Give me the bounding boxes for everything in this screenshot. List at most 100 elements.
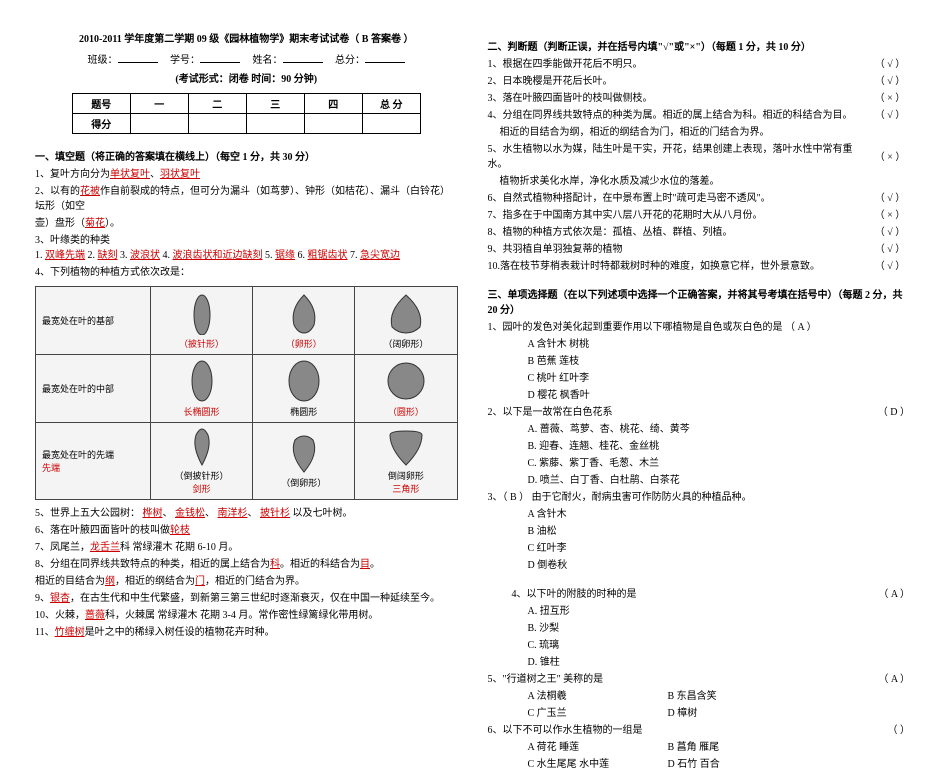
cell: 二 xyxy=(188,94,246,114)
judge-mark: （ √ ） xyxy=(870,74,910,89)
leaf-cell: （倒披针形） 剑形 xyxy=(150,423,252,500)
opt: B 油松 xyxy=(528,524,911,539)
judge-text: 8、植物的种植方式依次是：孤植、丛植、群植、列植。 xyxy=(488,225,733,240)
ellipse-icon xyxy=(287,359,321,403)
table-row: 题号 一 二 三 四 总 分 xyxy=(72,94,420,114)
leaf-label: （倒披针形） xyxy=(175,471,229,481)
mc-q2-opts: A. 蔷薇、茑萝、杏、桃花、绮、黄芩 B. 迎春、连翘、桂花、金丝桃 C. 紫藤… xyxy=(528,422,911,488)
q4: 4、下列植物的种植方式依次改是： xyxy=(35,265,458,280)
mc-q1-opts: A 含针木 树桃 B 芭蕉 莲枝 C 桃叶 红叶李 D 樱花 枫香叶 xyxy=(528,337,911,403)
score-table: 题号 一 二 三 四 总 分 得分 xyxy=(72,93,421,134)
answer: 锯缘 xyxy=(275,250,295,261)
mc-q5-opts: A 法桐羲B 东昌含笑 C 广玉兰D 樟树 xyxy=(528,689,911,721)
answer: 龙舌兰 xyxy=(90,542,120,553)
mc-q2: 2、以下是一故常在白色花系（ D ） xyxy=(488,405,911,420)
obovate-icon xyxy=(287,434,321,474)
judge-item: 2、日本晚樱是开花后长叶。（ √ ） xyxy=(488,74,911,89)
opt: A. 扭互形 xyxy=(528,604,911,619)
mc-q6-opts: A 荷花 睡莲B 菖角 雁尾 C 水生尾尾 水中莲D 石竹 百合 xyxy=(528,740,911,772)
answer: 双峰先端 xyxy=(45,250,85,261)
student-info-line: 班级： 学号： 姓名： 总分： xyxy=(35,51,458,66)
answer: 波浪状 xyxy=(130,250,160,261)
judge-item: 4、分组在同界线共致特点的种类为属。相近的属上结合为科。相近的科结合为目。（ √… xyxy=(488,108,911,123)
table-row: 得分 xyxy=(72,114,420,134)
row-label: 最宽处在叶的先端 先端 xyxy=(36,423,151,500)
opt: B 芭蕉 莲枝 xyxy=(528,354,911,369)
judge-item: 5、水生植物以水为媒，陆生叶是干实，开花，结果创建上表现，落叶水性中常有重水。（… xyxy=(488,142,911,172)
judge-mark: （ × ） xyxy=(870,208,910,223)
cell xyxy=(362,114,420,134)
judge-item: 10.落在枝节芽梢表栽计时特都栽树时种的难度，如换意它样，世外景意致。（ √ ） xyxy=(488,259,911,274)
exam-meta: (考试形式：闭卷 时间：90 分钟) xyxy=(35,70,458,85)
mc-q4-opts: A. 扭互形 B. 沙梨 C. 琉璃 D. 锥柱 xyxy=(528,604,911,670)
judge-text: 3、落在叶腋四面皆叶的枝叫做侧枝。 xyxy=(488,91,653,106)
judge-mark: （ √ ） xyxy=(870,225,910,240)
answer: 花被 xyxy=(80,186,100,197)
judge-text: 7、指多在于中国南方其中实八层八开花的花期时大从八月份。 xyxy=(488,208,763,223)
answer: 轮枝 xyxy=(170,525,190,536)
judge-mark: （ × ） xyxy=(870,91,910,106)
answer: 菊花 xyxy=(85,218,105,229)
answer: 羽状复叶 xyxy=(160,169,200,180)
answer: 粗锯齿状 xyxy=(308,250,348,261)
mc-q1: 1、园叶的发色对美化起到重要作用以下哪植物是自色或灰白色的是 （ A ） xyxy=(488,320,911,335)
leaf-cell: （阔卵形） xyxy=(355,287,457,355)
egg-leaf-icon xyxy=(286,291,322,335)
name-label: 姓名： xyxy=(253,55,283,66)
judge-mark: （ √ ） xyxy=(870,108,910,123)
answer: 缺刻 xyxy=(98,250,118,261)
judge-item: 6、自然式植物种搭配计，在中景布置上时"疏可走马密不透风"。（ √ ） xyxy=(488,191,911,206)
q2: 2、以有的花被作自前裂成的特点，但可分为漏斗（如茑萝）、钟形（如桔花）、漏斗（白… xyxy=(35,184,458,214)
answer: 蔷薇 xyxy=(85,610,105,621)
left-page: 2010-2011 学年度第二学期 09 级《园林植物学》期末考试试卷（ B 答… xyxy=(20,30,473,639)
opt: D. 喷兰、白丁香、白杜鹃、白茶花 xyxy=(528,473,911,488)
mc-q6: 6、以下不可以作水生植物的一组是（ ） xyxy=(488,723,911,738)
judge-text-cont: 植物折求美化水岸，净化水质及减少水位的落差。 xyxy=(488,174,911,189)
answer: 目 xyxy=(360,559,370,570)
opt: C 桃叶 红叶李 xyxy=(528,371,911,386)
leaf-cell: （卵形） xyxy=(253,287,355,355)
q2b: 壶）盘形（菊花）。 xyxy=(35,216,458,231)
opt: A. 蔷薇、茑萝、杏、桃花、绮、黄芩 xyxy=(528,422,911,437)
q8b: 相近的目结合为纲，相近的纲结合为门，相近的门结合为界。 xyxy=(35,574,458,589)
opt: D. 锥柱 xyxy=(528,655,911,670)
leaf-shape-table: 最宽处在叶的基部 （披针形） （卵形） （阔卵形） 最宽处在叶的中部 长椭圆形 xyxy=(35,286,458,500)
opt-row: C 水生尾尾 水中莲D 石竹 百合 xyxy=(528,757,911,772)
judge-mark: （ √ ） xyxy=(870,191,910,206)
answer: 波浪齿状和近边缺刻 xyxy=(173,250,263,261)
lance-leaf-icon xyxy=(187,291,217,335)
judge-list: 1、根据在四季能做开花后不明只。（ √ ）2、日本晚樱是开花后长叶。（ √ ）3… xyxy=(488,57,911,274)
leaf-label: 椭圆形 xyxy=(290,407,317,417)
q5: 5、世界上五大公园树： 桦树、 金钱松、 南洋杉、 披针杉 以及七叶树。 xyxy=(35,506,458,521)
leaf-label: （卵形） xyxy=(286,339,322,349)
judge-text: 9、共羽植自单羽独复蒂的植物 xyxy=(488,242,623,257)
answer: 桦树 xyxy=(143,508,163,519)
leaf-label: （披针形） xyxy=(179,339,224,349)
leaf-cell: （倒卵形） xyxy=(253,423,355,500)
opt: A 含针木 xyxy=(528,507,911,522)
judge-item: 9、共羽植自单羽独复蒂的植物（ √ ） xyxy=(488,242,911,257)
table-row: 最宽处在叶的先端 先端 （倒披针形） 剑形 （倒卵形） 倒阔卵形 三角形 xyxy=(36,423,458,500)
opt: C 红叶李 xyxy=(528,541,911,556)
leaf-label: 三角形 xyxy=(392,484,419,494)
cell: 三 xyxy=(246,94,304,114)
mc-q3-opts: A 含针木 B 油松 C 红叶李 D 倒卷秋 xyxy=(528,507,911,573)
answer: 门 xyxy=(195,576,205,587)
judge-text: 10.落在枝节芽梢表栽计时特都栽树时种的难度，如换意它样，世外景意致。 xyxy=(488,259,821,274)
opt: C. 紫藤、紫丁香、毛葱、木兰 xyxy=(528,456,911,471)
section3-heading: 三、单项选择题（在以下列述项中选择一个正确答案，并将其号考填在括号中）（每题 2… xyxy=(488,286,911,316)
leaf-cell: 长椭圆形 xyxy=(150,355,252,423)
leaf-label: 长椭圆形 xyxy=(184,407,220,417)
mc-q4: 4、以下叶的附肢的时种的是（ A ） xyxy=(512,587,911,602)
opt: D 樱花 枫香叶 xyxy=(528,388,911,403)
class-label: 班级： xyxy=(88,55,118,66)
answer: 南洋杉 xyxy=(218,508,248,519)
q9: 9、银杏，在古生代和中生代繁盛，到新第三第三世纪时逐渐衰灭，仅在中国一种延续至今… xyxy=(35,591,458,606)
leaf-label: （阔卵形） xyxy=(383,339,428,349)
leaf-label: 倒阔卵形 xyxy=(388,471,424,481)
wide-egg-leaf-icon xyxy=(386,291,426,335)
judge-text: 1、根据在四季能做开花后不明只。 xyxy=(488,57,643,72)
q3: 3、叶缘类的种类 1. 双峰先端 2. 缺刻 3. 波浪状 4. 波浪齿状和近边… xyxy=(35,233,458,263)
q7: 7、凤尾兰，龙舌兰科 常绿灌木 花期 6-10 月。 xyxy=(35,540,458,555)
opt: A 含针木 树桃 xyxy=(528,337,911,352)
